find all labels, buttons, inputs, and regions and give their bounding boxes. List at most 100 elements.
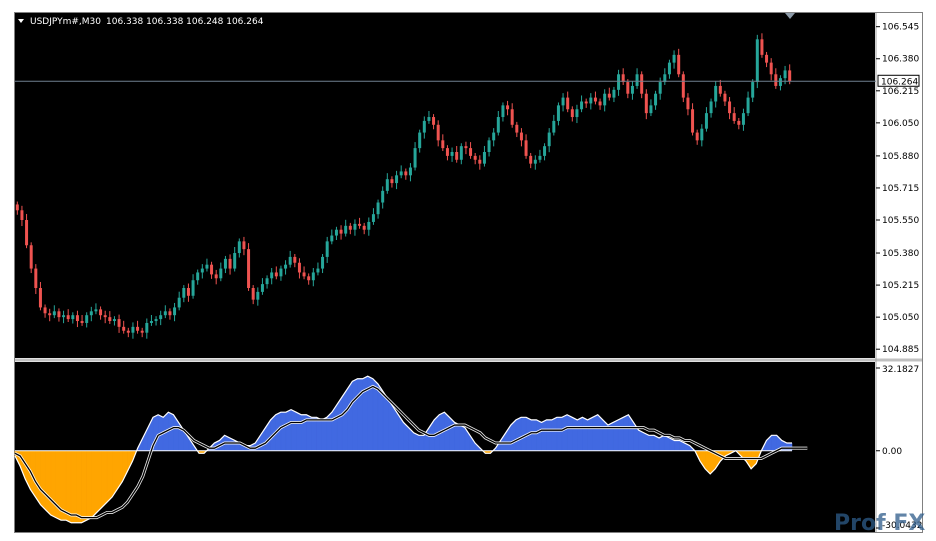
candle (66, 309, 70, 322)
candle (612, 86, 616, 103)
candle (570, 106, 574, 122)
candle (635, 68, 639, 89)
price-tick-label: 105.380 (882, 249, 919, 259)
candle (723, 90, 727, 106)
price-axis[interactable]: 106.545 106.380 106.215 106.050 105.880 105.7… (876, 23, 919, 356)
candle (575, 104, 579, 124)
candle (191, 274, 195, 299)
histogram-area (101, 450, 108, 508)
candle (561, 93, 565, 112)
candle (459, 143, 463, 165)
candle (746, 91, 750, 117)
candle (330, 229, 334, 245)
candle (607, 87, 611, 101)
candle (663, 68, 667, 85)
histogram-area (316, 416, 322, 452)
candle (173, 302, 177, 322)
candle (358, 217, 362, 229)
candle (196, 269, 200, 285)
price-tick-label: 105.550 (882, 216, 919, 226)
histogram-area (566, 414, 573, 452)
candle (556, 102, 560, 126)
price-tick-label: 106.215 (882, 87, 919, 97)
candle (353, 219, 357, 236)
candle (29, 242, 33, 274)
candle (381, 186, 385, 209)
window-border (14, 12, 923, 533)
histogram-area (459, 424, 466, 452)
histogram-area (295, 411, 302, 452)
candle (163, 305, 167, 319)
candle (367, 217, 371, 236)
histogram-area (352, 378, 358, 452)
candle (177, 291, 181, 311)
candle (279, 265, 283, 281)
candle (478, 155, 482, 170)
candle (205, 258, 209, 272)
candle (399, 165, 403, 179)
candle (778, 75, 782, 91)
candle (293, 254, 297, 268)
candle (159, 310, 163, 326)
candle (640, 71, 644, 99)
candle (580, 95, 584, 113)
candle (649, 99, 653, 117)
candle (496, 111, 500, 136)
candle (695, 129, 699, 145)
price-tick-label: 106.050 (882, 119, 919, 129)
price-tick-label: 106.545 (882, 23, 919, 33)
candle (445, 145, 449, 161)
histogram-area (40, 450, 46, 511)
price-tick-label: 105.215 (882, 281, 919, 291)
histogram-area (551, 416, 558, 452)
candle (552, 114, 556, 136)
candle (284, 260, 288, 275)
candle (404, 168, 408, 180)
candle (182, 285, 186, 303)
symbol-label: USDJPYm#,M30 (30, 17, 101, 27)
price-tick-label: 105.715 (882, 184, 919, 194)
candle (344, 219, 348, 237)
histogram-area (341, 388, 348, 452)
candle (432, 114, 436, 130)
histogram-area (577, 416, 583, 452)
indicator-tick-label: 0.00 (882, 447, 902, 457)
candle (274, 266, 278, 280)
candle (126, 327, 130, 338)
candle (422, 116, 426, 139)
watermark-logo: Prof FX (834, 511, 925, 536)
main-edge-line (14, 375, 792, 524)
candle (307, 273, 311, 285)
dropdown-arrow-icon[interactable] (18, 19, 24, 23)
candle (186, 283, 190, 302)
candle (469, 142, 473, 159)
histogram-area (617, 416, 624, 452)
histogram-area (587, 416, 593, 452)
candle (686, 93, 690, 116)
candle (464, 141, 468, 155)
candle (38, 281, 42, 311)
histogram-area (357, 378, 363, 452)
candle (543, 143, 547, 161)
histogram-area (280, 411, 287, 452)
histogram-area (592, 414, 598, 452)
candle (593, 91, 597, 105)
histogram-area (362, 375, 368, 452)
candle (455, 145, 459, 163)
histogram-area (91, 450, 98, 519)
shift-marker-icon[interactable] (785, 13, 795, 19)
histogram-area (648, 435, 655, 452)
ohlc-values: 106.338 106.338 106.248 106.264 (106, 17, 264, 27)
candle (233, 247, 237, 272)
histogram-area (106, 450, 113, 503)
candle (311, 267, 315, 287)
histogram-area (454, 422, 460, 452)
histogram-area (321, 416, 328, 452)
candle (260, 278, 264, 295)
histogram-area (86, 450, 92, 521)
candle (219, 262, 223, 282)
histogram-area (347, 380, 353, 452)
candle (519, 128, 523, 147)
histogram-area (290, 409, 297, 452)
